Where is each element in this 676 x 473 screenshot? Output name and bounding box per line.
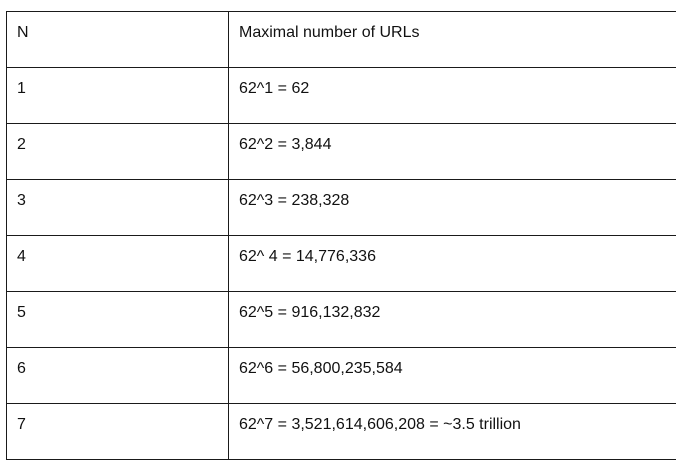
cell-max-urls-value: 62^ 4 = 14,776,336 — [239, 248, 376, 265]
cell-n: 3 — [6, 179, 229, 236]
cell-max-urls-value: 62^5 = 916,132,832 — [239, 304, 381, 321]
table-row: 7 62^7 = 3,521,614,606,208 = ~3.5 trilli… — [6, 403, 676, 460]
cell-max-urls-value: 62^1 = 62 — [239, 80, 310, 97]
header-max-urls-label: Maximal number of URLs — [239, 24, 420, 41]
cell-max-urls-value: 62^7 = 3,521,614,606,208 = ~3.5 trillion — [239, 416, 521, 433]
cell-n: 5 — [6, 291, 229, 348]
cell-n-value: 6 — [17, 360, 26, 377]
table-row: 1 62^1 = 62 — [6, 67, 676, 124]
table-row: 6 62^6 = 56,800,235,584 — [6, 347, 676, 404]
header-cell-max-urls: Maximal number of URLs — [228, 11, 676, 68]
cell-max-urls: 62^2 = 3,844 — [228, 123, 676, 180]
cell-max-urls: 62^6 = 56,800,235,584 — [228, 347, 676, 404]
cell-n: 7 — [6, 403, 229, 460]
table-row: 3 62^3 = 238,328 — [6, 179, 676, 236]
cell-n-value: 1 — [17, 80, 26, 97]
cell-max-urls-value: 62^2 = 3,844 — [239, 136, 332, 153]
table-row: 2 62^2 = 3,844 — [6, 123, 676, 180]
cell-max-urls-value: 62^3 = 238,328 — [239, 192, 350, 209]
cell-max-urls: 62^5 = 916,132,832 — [228, 291, 676, 348]
header-cell-n: N — [6, 11, 229, 68]
cell-max-urls: 62^3 = 238,328 — [228, 179, 676, 236]
cell-n-value: 5 — [17, 304, 26, 321]
url-capacity-table: N Maximal number of URLs 1 62^1 = 62 2 6… — [6, 11, 676, 460]
cell-max-urls-value: 62^6 = 56,800,235,584 — [239, 360, 403, 377]
cell-n-value: 3 — [17, 192, 26, 209]
cell-n: 2 — [6, 123, 229, 180]
cell-max-urls: 62^7 = 3,521,614,606,208 = ~3.5 trillion — [228, 403, 676, 460]
cell-n-value: 2 — [17, 136, 26, 153]
table-row: 4 62^ 4 = 14,776,336 — [6, 235, 676, 292]
cell-n-value: 7 — [17, 416, 26, 433]
table-row: 5 62^5 = 916,132,832 — [6, 291, 676, 348]
cell-max-urls: 62^1 = 62 — [228, 67, 676, 124]
cell-n: 1 — [6, 67, 229, 124]
cell-n-value: 4 — [17, 248, 26, 265]
table-header-row: N Maximal number of URLs — [6, 11, 676, 68]
cell-max-urls: 62^ 4 = 14,776,336 — [228, 235, 676, 292]
cell-n: 6 — [6, 347, 229, 404]
header-n-label: N — [17, 24, 29, 41]
cell-n: 4 — [6, 235, 229, 292]
